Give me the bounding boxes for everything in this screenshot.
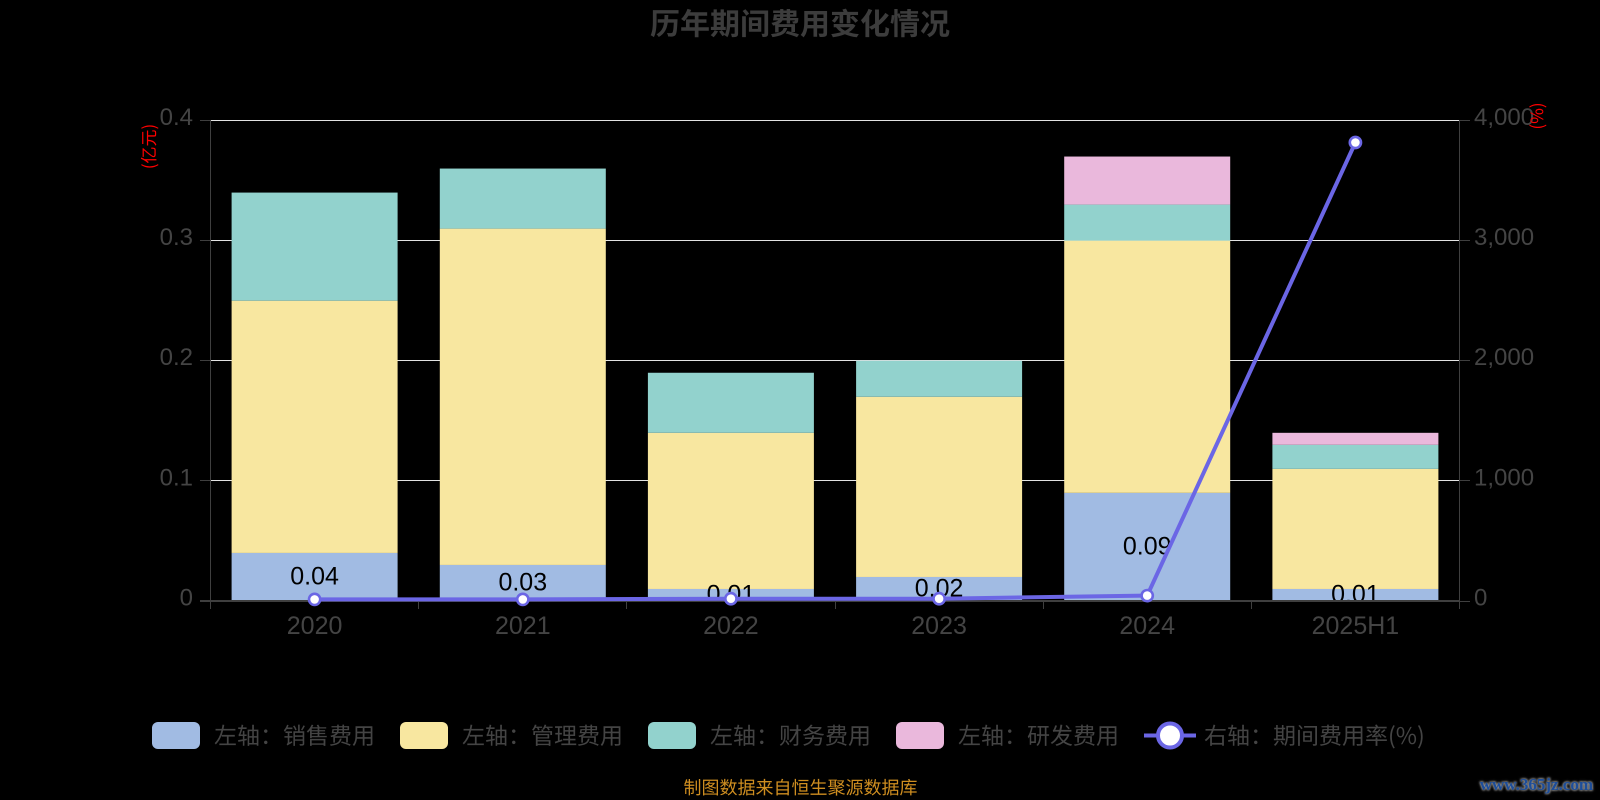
svg-text:2023: 2023 bbox=[911, 612, 967, 640]
svg-text:0.03: 0.03 bbox=[498, 569, 547, 597]
svg-text:www.365jz.com: www.365jz.com bbox=[1480, 775, 1593, 794]
svg-text:2024: 2024 bbox=[1119, 612, 1175, 640]
svg-text:0: 0 bbox=[180, 585, 193, 612]
svg-text:3,000: 3,000 bbox=[1474, 224, 1534, 251]
svg-text:4,000: 4,000 bbox=[1474, 104, 1534, 131]
svg-text:2022: 2022 bbox=[703, 612, 759, 640]
svg-text:2025H1: 2025H1 bbox=[1312, 612, 1400, 640]
svg-text:0.01: 0.01 bbox=[1331, 581, 1380, 609]
svg-text:0.4: 0.4 bbox=[160, 104, 193, 131]
svg-text:2,000: 2,000 bbox=[1474, 344, 1534, 371]
svg-text:2021: 2021 bbox=[495, 612, 551, 640]
svg-text:2020: 2020 bbox=[287, 612, 343, 640]
svg-text:0.04: 0.04 bbox=[290, 563, 339, 591]
svg-text:0: 0 bbox=[1474, 585, 1487, 612]
svg-text:0.1: 0.1 bbox=[160, 464, 193, 491]
svg-text:1,000: 1,000 bbox=[1474, 464, 1534, 491]
svg-text:0.3: 0.3 bbox=[160, 224, 193, 251]
svg-text:0.2: 0.2 bbox=[160, 344, 193, 371]
